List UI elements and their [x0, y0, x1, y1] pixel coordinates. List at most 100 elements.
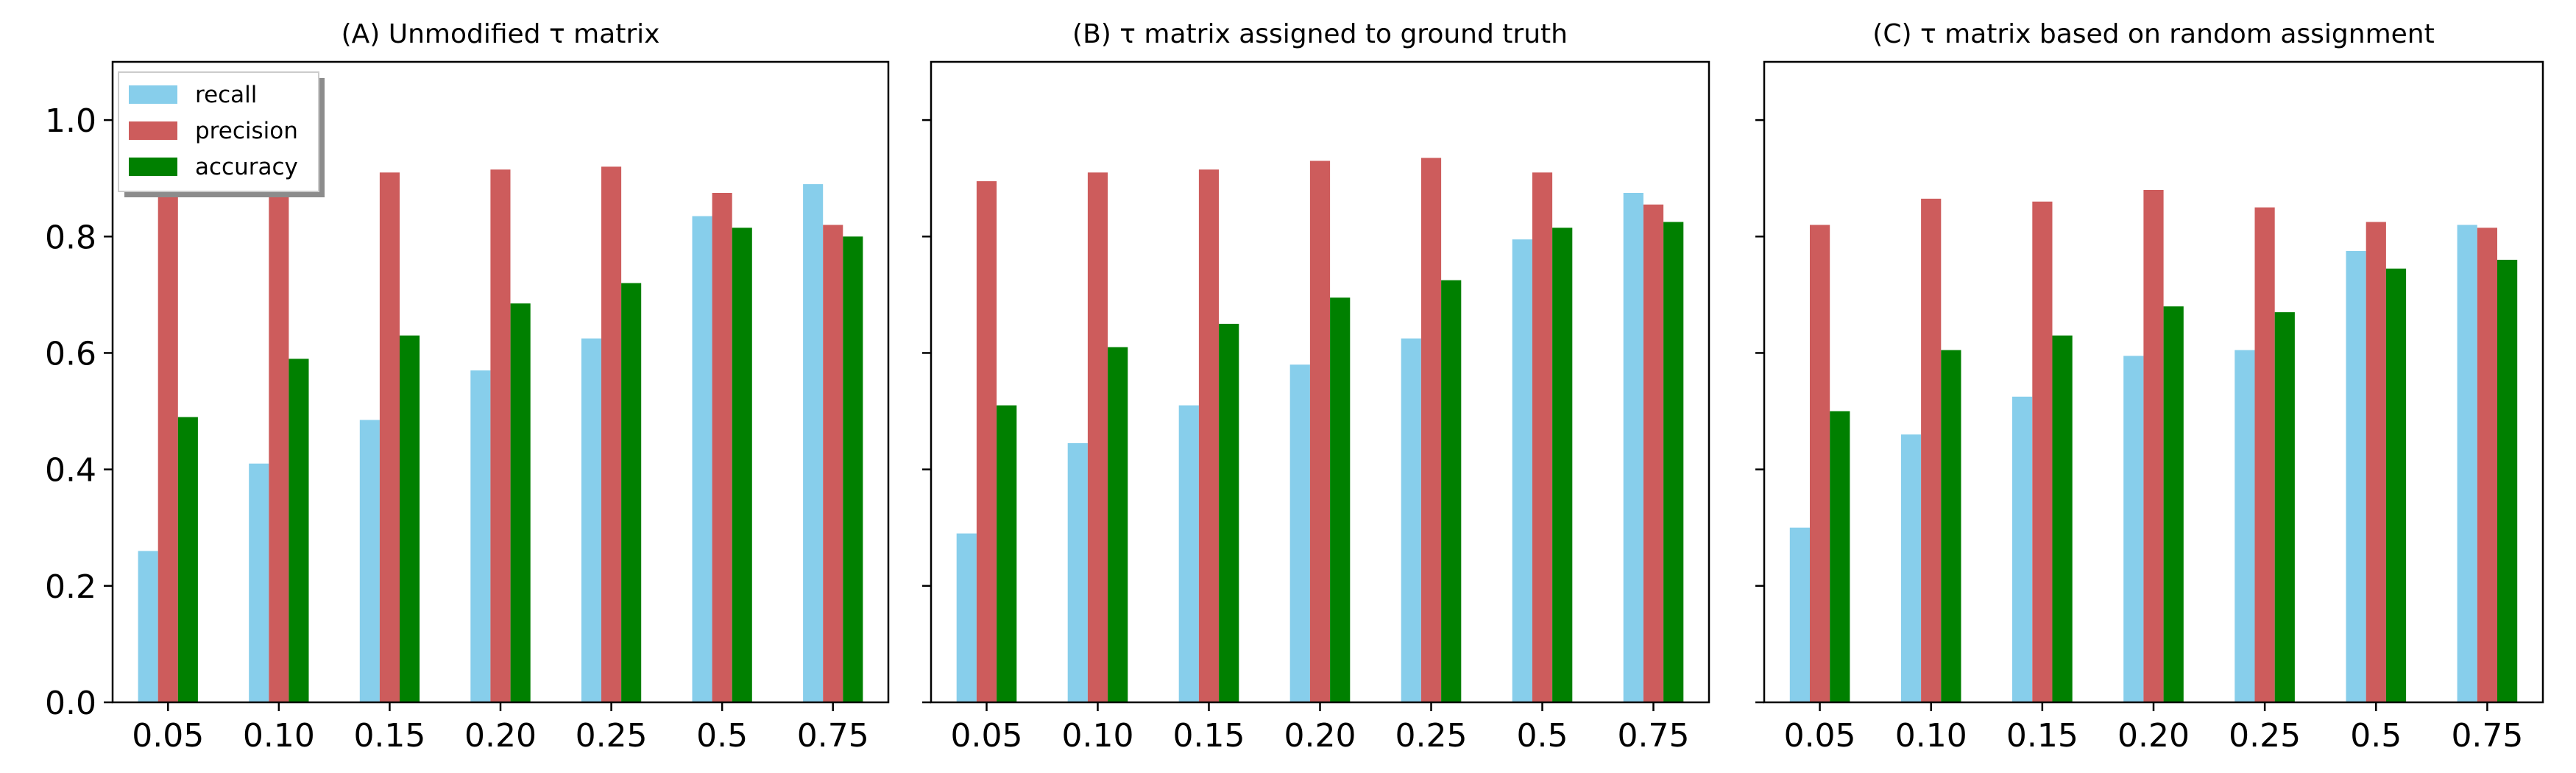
legend-label-recall: recall — [195, 82, 257, 108]
legend-swatch-recall — [129, 85, 177, 104]
bar-accuracy-0.20 — [510, 303, 531, 702]
x-tick-label: 0.25 — [576, 717, 648, 755]
bar-recall-0.5 — [1512, 239, 1532, 702]
x-tick-label: 0.10 — [243, 717, 315, 755]
bar-precision-0.15 — [379, 172, 400, 703]
bar-precision-0.25 — [1420, 158, 1442, 702]
bar-accuracy-0.15 — [400, 335, 420, 702]
chart-panel-c: 0.05 0.10 0.15 0.20 0.25 0.5 0.75 (C) τ matrix … — [1755, 19, 2544, 755]
y-tick-label: 0.2 — [45, 568, 96, 606]
bar-accuracy-0.10 — [289, 359, 309, 702]
bar-recall-0.20 — [1289, 364, 1310, 702]
bar-precision-0.10 — [1921, 198, 1942, 702]
bar-precision-0.75 — [2477, 227, 2497, 702]
bar-precision-0.05 — [1810, 225, 1830, 702]
bar-accuracy-0.10 — [1941, 350, 1961, 702]
bar-accuracy-0.75 — [1663, 222, 1684, 702]
bar-recall-0.75 — [803, 184, 824, 703]
panel-title: (A) Unmodified τ matrix — [342, 19, 660, 49]
chart-panels: 0.05 0.10 0.15 0.20 0.25 0.5 0.75 0.0 0.2 0.4 0.6 0… — [45, 19, 2544, 755]
bar-recall-0.15 — [1178, 405, 1199, 702]
bar-accuracy-0.5 — [732, 227, 752, 702]
bar-precision-0.15 — [1198, 169, 1220, 703]
bar-accuracy-0.20 — [2163, 306, 2184, 702]
bar-recall-0.10 — [1900, 434, 1922, 702]
bar-precision-0.5 — [1532, 172, 1553, 703]
bar-accuracy-0.25 — [2274, 312, 2295, 703]
bar-recall-0.05 — [138, 551, 158, 702]
bar-accuracy-0.5 — [2385, 268, 2407, 702]
x-tick-label: 0.10 — [1062, 717, 1134, 755]
x-tick-label: 0.75 — [1618, 717, 1690, 755]
panel-title: (B) τ matrix assigned to ground truth — [1072, 19, 1568, 49]
bar-recall-0.75 — [1623, 193, 1643, 702]
legend-label-accuracy: accuracy — [195, 154, 298, 180]
bar-precision-0.05 — [976, 181, 997, 703]
x-tick-label: 0.15 — [1173, 717, 1245, 755]
bar-accuracy-0.05 — [177, 417, 198, 702]
y-tick-label: 0.8 — [45, 219, 96, 256]
bar-precision-0.75 — [823, 225, 843, 702]
x-tick-label: 0.15 — [353, 717, 425, 755]
bar-accuracy-0.20 — [1330, 297, 1351, 702]
bar-recall-0.15 — [359, 420, 380, 702]
x-tick-label: 0.05 — [132, 717, 204, 755]
x-tick-label: 0.5 — [1517, 717, 1568, 755]
bar-recall-0.25 — [2234, 350, 2255, 702]
x-tick-label: 0.20 — [1284, 717, 1356, 755]
bar-precision-0.5 — [2366, 222, 2386, 702]
bar-recall-0.25 — [1401, 338, 1421, 702]
bar-precision-0.25 — [2254, 207, 2275, 702]
bar-precision-0.10 — [269, 184, 289, 703]
y-tick-label: 1.0 — [45, 102, 96, 140]
x-tick-label: 0.75 — [2451, 717, 2523, 755]
bar-recall-0.20 — [470, 370, 491, 702]
bar-precision-0.05 — [158, 190, 178, 702]
x-tick-label: 0.20 — [2117, 717, 2190, 755]
bar-recall-0.15 — [2012, 396, 2033, 702]
x-tick-label: 0.20 — [464, 717, 537, 755]
bar-precision-0.20 — [490, 169, 511, 703]
bar-recall-0.05 — [1789, 527, 1810, 702]
bar-recall-0.5 — [2346, 251, 2366, 702]
bar-accuracy-0.15 — [2052, 335, 2073, 702]
y-tick-label: 0.6 — [45, 335, 96, 373]
x-tick-label: 0.10 — [1895, 717, 1967, 755]
panel-title: (C) τ matrix based on random assignment — [1872, 19, 2434, 49]
legend-swatch-precision — [129, 121, 177, 140]
bar-accuracy-0.15 — [1219, 323, 1239, 702]
legend-label-precision: precision — [195, 118, 298, 144]
bar-accuracy-0.25 — [1441, 280, 1462, 703]
y-tick-label: 0.0 — [45, 685, 96, 722]
bar-precision-0.10 — [1087, 172, 1108, 703]
bar-recall-0.10 — [1067, 443, 1088, 702]
x-tick-label: 0.15 — [2006, 717, 2078, 755]
bar-accuracy-0.75 — [2497, 259, 2518, 702]
bar-recall-0.5 — [692, 216, 712, 703]
bar-precision-0.5 — [712, 193, 732, 702]
bar-precision-0.75 — [1643, 204, 1664, 702]
y-tick-label: 0.4 — [45, 452, 96, 490]
bar-accuracy-0.05 — [1830, 411, 1850, 702]
bar-precision-0.15 — [2032, 201, 2053, 702]
bar-precision-0.20 — [2143, 190, 2164, 702]
x-tick-label: 0.5 — [2350, 717, 2402, 755]
bar-precision-0.20 — [1309, 160, 1331, 702]
bar-accuracy-0.10 — [1108, 347, 1128, 702]
legend: recall precision accuracy — [118, 71, 325, 197]
legend-swatch-accuracy — [129, 158, 177, 176]
x-tick-label: 0.75 — [797, 717, 869, 755]
bar-accuracy-0.75 — [843, 236, 863, 702]
x-tick-label: 0.25 — [2229, 717, 2301, 755]
bar-accuracy-0.5 — [1552, 227, 1573, 702]
bar-recall-0.25 — [581, 338, 601, 702]
bar-accuracy-0.05 — [997, 405, 1017, 702]
bar-recall-0.10 — [249, 463, 269, 702]
bar-accuracy-0.25 — [621, 283, 642, 702]
x-tick-label: 0.05 — [1784, 717, 1856, 755]
bar-recall-0.20 — [2123, 356, 2144, 702]
chart-panel-b: 0.05 0.10 0.15 0.20 0.25 0.5 0.75 (B) τ matrix … — [922, 19, 1710, 755]
bar-precision-0.25 — [601, 166, 622, 702]
chart-panel-a: 0.05 0.10 0.15 0.20 0.25 0.5 0.75 0.0 0.2 0.4 0.6 0… — [45, 19, 890, 755]
